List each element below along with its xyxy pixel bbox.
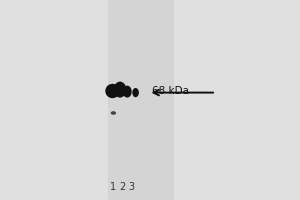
Text: 2: 2 — [119, 182, 125, 192]
Bar — [108, 0, 174, 200]
Ellipse shape — [132, 88, 139, 97]
Ellipse shape — [114, 82, 126, 98]
Ellipse shape — [123, 86, 132, 98]
Ellipse shape — [105, 84, 120, 98]
Text: 1: 1 — [110, 182, 116, 192]
Text: 68 kDa: 68 kDa — [152, 86, 188, 96]
Ellipse shape — [111, 111, 116, 115]
Text: 3: 3 — [128, 182, 134, 192]
